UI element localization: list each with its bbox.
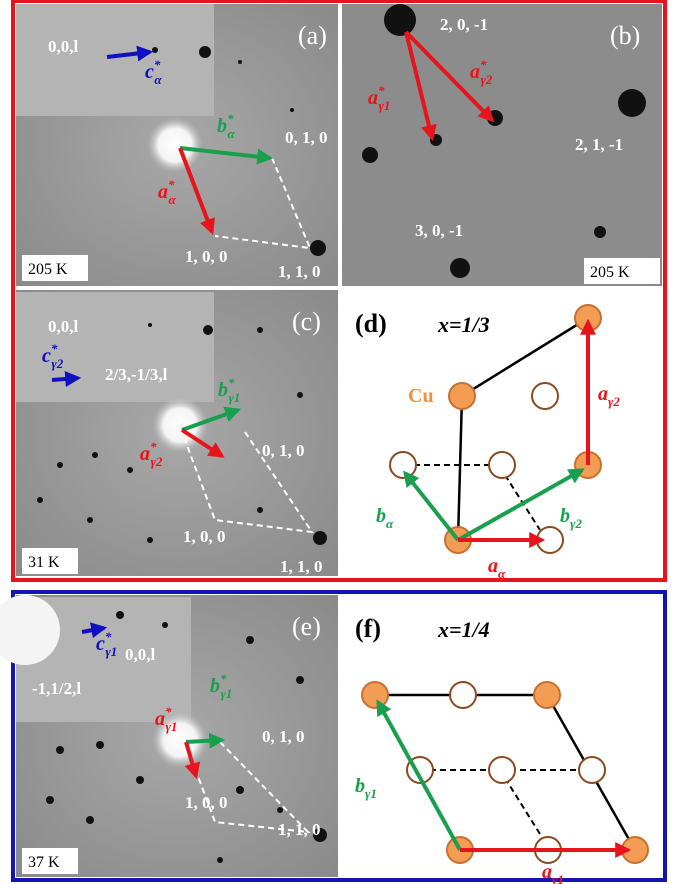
vector-base: b bbox=[210, 675, 220, 697]
vector-sup: * bbox=[228, 375, 235, 390]
vector-base: a bbox=[140, 443, 150, 465]
vector-base: a bbox=[155, 708, 165, 730]
panel-title: x=1/4 bbox=[437, 617, 490, 642]
temperature: 31 K bbox=[28, 554, 60, 571]
annotation: 3, 0, -1 bbox=[415, 221, 463, 240]
annotation: 2/3,-1/3,l bbox=[105, 365, 168, 384]
vector-base: a bbox=[488, 555, 498, 577]
vector-sup: * bbox=[165, 704, 172, 719]
vector-sup: * bbox=[480, 57, 487, 72]
panel-title: x=1/3 bbox=[437, 312, 490, 337]
temperature: 37 K bbox=[28, 854, 60, 871]
vector-base: c bbox=[145, 61, 154, 83]
vector-base: b bbox=[560, 505, 570, 527]
vector-sub: γ1 bbox=[379, 98, 391, 113]
vector-base: b bbox=[355, 775, 365, 797]
temperature: 205 K bbox=[28, 261, 68, 278]
vector-base: c bbox=[42, 345, 51, 367]
annotation: -1,1/2,l bbox=[32, 679, 81, 698]
vector-sup: * bbox=[51, 341, 58, 356]
vector-label: aγ2 bbox=[598, 383, 620, 409]
annotation: 1, 0, 0 bbox=[185, 247, 228, 266]
panel-label: (b) bbox=[610, 21, 640, 50]
vector-base: a bbox=[158, 181, 168, 203]
temperature: 205 K bbox=[590, 264, 630, 281]
panel-label: (a) bbox=[298, 21, 327, 50]
center-beam bbox=[147, 117, 203, 173]
vector-sub: γ2 bbox=[481, 72, 493, 87]
vector-sub: α bbox=[169, 192, 177, 207]
vector-sup: * bbox=[378, 83, 385, 98]
annotation: 0,0,l bbox=[48, 317, 79, 336]
vector-base: a bbox=[470, 61, 480, 83]
vector-sub: γ2 bbox=[51, 356, 63, 371]
annotation: 0, 1, 0 bbox=[262, 727, 305, 746]
annotation: 0, 1, 0 bbox=[285, 128, 328, 147]
inset bbox=[16, 4, 214, 116]
annotation: 0, 1, 0 bbox=[262, 441, 305, 460]
vector-label: bα bbox=[376, 505, 394, 531]
panel-label: (e) bbox=[292, 612, 321, 641]
vector-sub: γ1 bbox=[105, 644, 117, 659]
vector-label: bγ1 bbox=[355, 775, 377, 801]
annotation: 1, 1, 0 bbox=[278, 820, 321, 839]
panel-label: (d) bbox=[355, 309, 387, 338]
vector-sub: γ1 bbox=[365, 786, 377, 801]
vector-base: a bbox=[368, 87, 378, 109]
vector-sub: γ2 bbox=[151, 454, 163, 469]
vector-sub: γ2 bbox=[570, 516, 582, 531]
vector-label: aα bbox=[488, 555, 506, 581]
annotation: 1, 1, 0 bbox=[278, 262, 321, 281]
vector-sup: * bbox=[220, 671, 227, 686]
vector-sub: γ2 bbox=[608, 394, 620, 409]
figure: (a)205 K0,0,lc*αb*αa*α0, 1, 01, 0, 01, 1… bbox=[0, 0, 677, 884]
vector-sup: * bbox=[154, 57, 161, 72]
vector-sub: α bbox=[228, 126, 236, 141]
annotation: 2, 1, -1 bbox=[575, 135, 623, 154]
annotation: 1, 0, 0 bbox=[185, 793, 228, 812]
vector-label: c*α bbox=[145, 57, 162, 87]
annotation: 1, 1, 0 bbox=[280, 557, 323, 576]
annotation: 0,0,l bbox=[125, 645, 156, 664]
lattice-f bbox=[362, 682, 648, 863]
vector-sup: * bbox=[150, 439, 157, 454]
annotation: 0,0,l bbox=[48, 37, 79, 56]
vector-sub: γ1 bbox=[229, 390, 241, 405]
vector-base: b bbox=[218, 379, 228, 401]
vector-sub: α bbox=[386, 516, 394, 531]
vector-sub: α bbox=[154, 72, 162, 87]
vector-label: aγ1 bbox=[542, 861, 564, 884]
annotation: 1, 0, 0 bbox=[183, 527, 226, 546]
vector-sup: * bbox=[105, 629, 112, 644]
annotation: Cu bbox=[408, 385, 434, 407]
panel-label: (f) bbox=[355, 614, 381, 643]
vector-base: b bbox=[376, 505, 386, 527]
vector-sub: γ1 bbox=[221, 686, 233, 701]
vector-sub: γ1 bbox=[552, 872, 564, 884]
vector-base: b bbox=[217, 115, 227, 137]
annotation: 2, 0, -1 bbox=[440, 15, 488, 34]
vector-base: c bbox=[96, 633, 105, 655]
vector-label: bγ2 bbox=[560, 505, 582, 531]
vector-sub: α bbox=[498, 566, 506, 581]
vector-sub: γ1 bbox=[166, 719, 178, 734]
vector-base: a bbox=[598, 383, 608, 405]
vector-base: a bbox=[542, 861, 552, 883]
vector-sup: * bbox=[168, 177, 175, 192]
vector-label: b*α bbox=[217, 111, 236, 141]
vector-sup: * bbox=[227, 111, 234, 126]
vector-label: a*α bbox=[158, 177, 177, 207]
panel-label: (c) bbox=[292, 307, 321, 336]
